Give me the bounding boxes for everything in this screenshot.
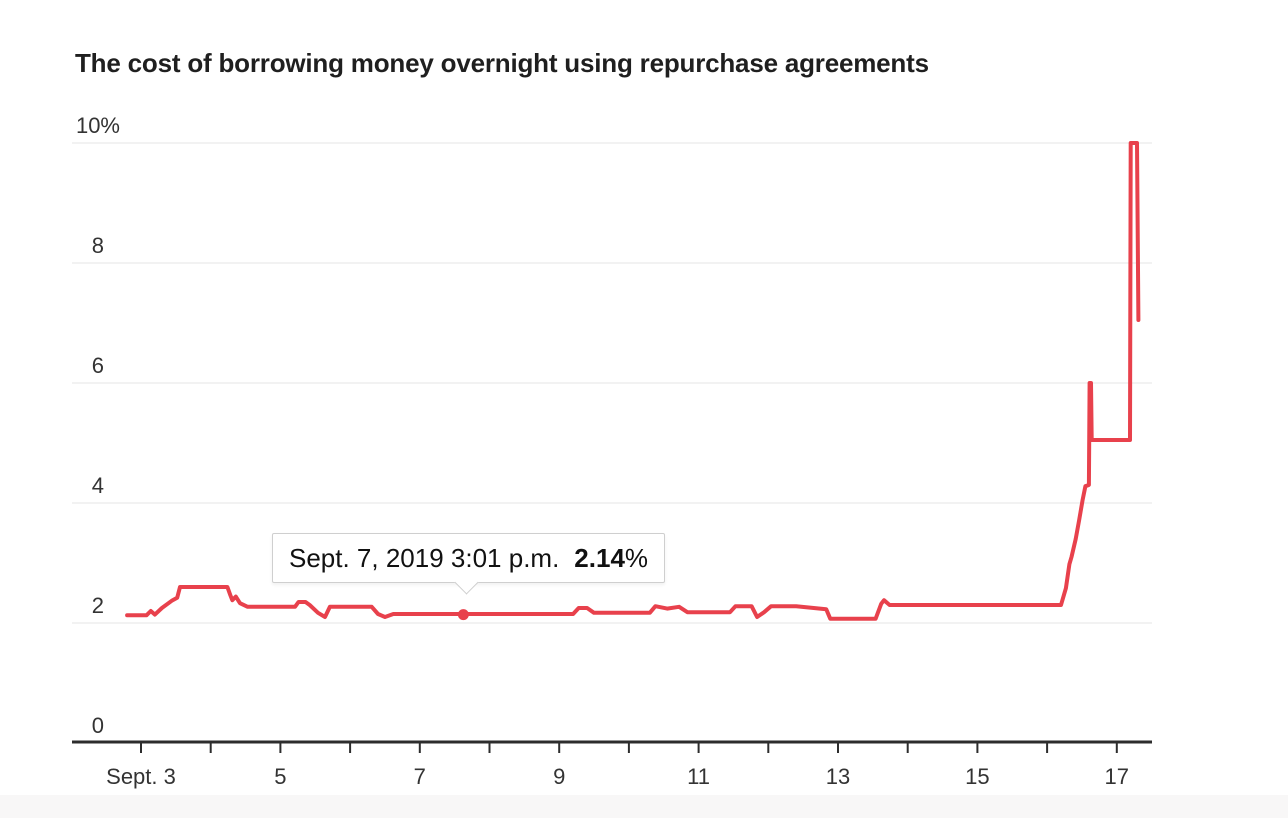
y-axis-label: 8 bbox=[91, 233, 104, 258]
tooltip: Sept. 7, 2019 3:01 p.m. 2.14% bbox=[272, 533, 666, 595]
tooltip-date: Sept. 7, 2019 3:01 p.m. bbox=[289, 542, 560, 573]
x-axis-label: 13 bbox=[825, 764, 851, 789]
x-axis-label: Sept. 3 bbox=[106, 764, 176, 789]
y-axis-label: 4 bbox=[91, 473, 104, 498]
x-axis-label: 5 bbox=[274, 764, 287, 789]
y-axis-label: 6 bbox=[91, 353, 104, 378]
highlight-dot bbox=[457, 609, 469, 621]
x-axis-label: 11 bbox=[687, 764, 711, 789]
x-axis-label: 17 bbox=[1104, 764, 1130, 789]
y-axis-label: 0 bbox=[91, 713, 104, 738]
x-axis-label: 9 bbox=[553, 764, 566, 789]
x-axis-label: 15 bbox=[965, 764, 990, 789]
x-axis-label: 7 bbox=[413, 764, 426, 789]
y-axis-label: 10% bbox=[75, 113, 120, 138]
footer-band bbox=[0, 795, 1288, 818]
repo-rate-line bbox=[125, 141, 1141, 621]
chart-title: The cost of borrowing money overnight us… bbox=[75, 48, 929, 78]
tooltip-value: 2.14% bbox=[574, 542, 649, 573]
y-axis-label: 2 bbox=[91, 593, 104, 618]
